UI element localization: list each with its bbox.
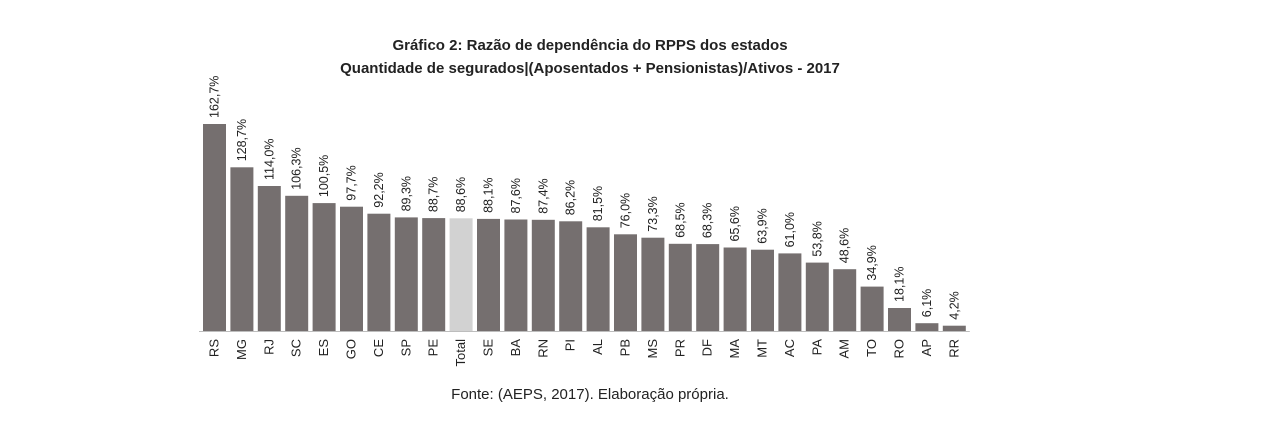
bar-sp [394,217,418,331]
bar-ms [641,237,665,331]
data-label-ac: 61,0% [783,212,797,247]
data-label-pb: 76,0% [619,193,633,228]
data-label-se: 88,1% [482,177,496,212]
bar-am [833,269,857,331]
data-label-es: 100,5% [317,155,331,197]
x-tick-pa: PA [809,339,824,356]
data-label-sp: 89,3% [399,176,413,211]
bar-es [312,203,336,331]
x-tick-df: DF [700,339,715,356]
bar-al [586,227,610,331]
data-label-ce: 92,2% [372,172,386,207]
x-tick-pe: PE [426,339,441,357]
bar-ac [778,253,802,331]
x-tick-pr: PR [672,339,687,357]
bar-ma [723,247,747,331]
data-label-ma: 65,6% [728,206,742,241]
x-tick-pi: PI [563,339,578,351]
data-label-ap: 6,1% [920,289,934,318]
x-tick-sp: SP [398,339,413,356]
bar-go [340,206,363,331]
data-label-pi: 86,2% [564,180,578,215]
data-labels-group: 162,7% 128,7% 114,0% 106,3% 100,5% 97,7% 92,2%… [208,76,962,320]
data-label-mt: 63,9% [756,208,770,243]
x-tick-ap: AP [919,339,934,356]
bars-group [203,124,966,331]
x-tick-total: Total [453,339,468,367]
bar-rr [942,325,966,331]
chart-subtitle: Quantidade de segurados|(Aposentados + P… [340,60,840,77]
bar-to [860,286,884,331]
bar-ro [888,308,911,331]
bar-pi [559,221,583,331]
bar-rn [531,219,555,331]
x-tick-mt: MT [755,339,770,358]
bar-mg [230,167,254,331]
x-tick-to: TO [864,339,879,357]
bar-ba [504,219,528,331]
data-label-total: 88,6% [454,177,468,212]
x-tick-rr: RR [946,339,961,358]
data-label-ba: 87,6% [509,178,523,213]
data-label-sc: 106,3% [290,147,304,189]
x-tick-es: ES [316,339,331,357]
data-label-ro: 18,1% [893,267,907,302]
bar-pb [614,234,637,331]
x-tick-ro: RO [892,339,907,359]
x-tick-am: AM [837,339,852,359]
x-tick-go: GO [344,339,359,359]
data-label-to: 34,9% [865,245,879,280]
data-label-rj: 114,0% [262,139,276,180]
x-tick-rj: RJ [261,339,276,355]
x-tick-ba: BA [508,339,523,357]
bar-rs [203,124,226,331]
data-label-rn: 87,4% [536,178,550,213]
data-label-rr: 4,2% [947,291,961,320]
bar-pr [668,243,692,331]
x-tick-sc: SC [289,339,304,357]
chart-title: Gráfico 2: Razão de dependência do RPPS … [392,37,787,54]
bar-se [477,218,500,331]
x-tick-rn: RN [535,339,550,358]
bar-df [696,244,720,331]
bar-rj [257,186,281,331]
data-label-go: 97,7% [345,165,359,200]
x-tick-se: SE [481,339,496,357]
data-label-pa: 53,8% [810,221,824,256]
bar-pe [422,218,446,331]
bar-pa [805,262,829,331]
data-label-mg: 128,7% [235,119,249,161]
x-tick-ce: CE [371,339,386,357]
data-label-al: 81,5% [591,186,605,221]
bar-ce [367,213,391,331]
source-note: Fonte: (AEPS, 2017). Elaboração própria. [451,386,729,403]
bar-mt [751,249,774,331]
x-tick-ac: AC [782,339,797,357]
bar-ap [915,323,939,331]
x-tick-al: AL [590,339,605,355]
data-label-am: 48,6% [838,228,852,263]
x-tick-mg: MG [234,339,249,360]
data-label-df: 68,3% [701,203,715,238]
x-tick-ms: MS [645,339,660,359]
data-label-rs: 162,7% [208,76,222,118]
x-tick-ma: MA [727,339,742,359]
x-tick-labels-group: RS MG RJ SC ES GO CE SP PE Total SE BA RN PI AL PB MS PR D… [207,339,962,367]
data-label-ms: 73,3% [646,196,660,231]
data-label-pe: 88,7% [427,177,441,212]
bar-total [449,218,473,331]
x-tick-rs: RS [207,339,222,357]
x-tick-pb: PB [618,339,633,356]
bar-sc [285,195,309,331]
data-label-pr: 68,5% [673,202,687,237]
